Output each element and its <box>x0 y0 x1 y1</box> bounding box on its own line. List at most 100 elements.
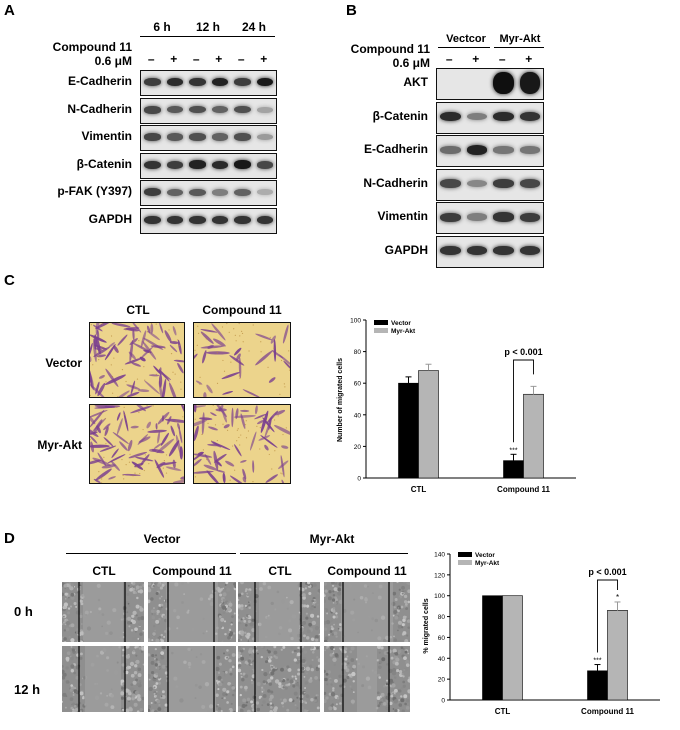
lane-sign: – <box>147 52 155 66</box>
bar <box>607 610 628 701</box>
blot-band <box>234 105 251 114</box>
protein-label: E-Cadherin <box>67 74 132 88</box>
blot-band <box>493 212 514 222</box>
bar <box>587 670 608 701</box>
y-tick-label: 60 <box>354 381 362 388</box>
timepoint-label: 24 h <box>241 20 266 34</box>
p-value-label: p < 0.001 <box>588 567 626 577</box>
protein-label: E-Cadherin <box>363 142 428 156</box>
blot-band <box>466 145 487 155</box>
legend-swatch <box>458 552 472 557</box>
legend-swatch <box>374 328 388 333</box>
y-tick-label: 140 <box>434 552 445 559</box>
wound-image <box>148 582 236 642</box>
blot-band <box>493 146 514 154</box>
blot-band <box>519 72 540 94</box>
blot-band <box>256 106 273 113</box>
lane-sign: – <box>498 52 506 66</box>
blot-band <box>256 160 273 169</box>
y-tick-label: 40 <box>354 412 362 419</box>
blot-band <box>440 179 461 188</box>
group-underline <box>240 553 408 554</box>
x-category-label: CTL <box>495 707 511 716</box>
bar <box>523 393 544 479</box>
column-label: Compound 11 <box>202 303 282 317</box>
protein-label: β-Catenin <box>372 108 428 123</box>
wound-image <box>62 582 144 642</box>
row-label: Vector <box>45 356 82 370</box>
timepoint-label: 6 h <box>153 20 171 34</box>
blot-band <box>189 105 206 114</box>
protein-label: GAPDH <box>384 242 428 257</box>
cell-stain <box>90 405 184 483</box>
blot-band <box>189 160 206 170</box>
lane-sign: + <box>215 52 223 66</box>
blot-band <box>256 189 273 196</box>
blot-band <box>166 133 183 141</box>
y-tick-label: 100 <box>350 318 361 325</box>
y-tick-label: 80 <box>354 349 362 356</box>
blot-band <box>234 160 251 170</box>
blot-strip <box>436 135 544 167</box>
column-label: Compound 11 <box>152 564 232 578</box>
blot-band <box>493 179 514 188</box>
bar <box>502 595 523 701</box>
wound-image <box>324 646 410 712</box>
blot-strip <box>436 68 544 100</box>
blot-band <box>234 77 251 87</box>
cell-texture <box>238 582 320 642</box>
blot-band <box>211 77 228 87</box>
column-label: CTL <box>126 303 150 317</box>
x-category-label: Compound 11 <box>497 485 550 494</box>
wound-image <box>238 582 320 642</box>
significance-star: * <box>616 593 619 602</box>
y-tick-label: 0 <box>357 476 361 483</box>
lane-sign: + <box>472 52 480 66</box>
cell-texture <box>324 646 410 712</box>
group-label-vector: Vectcor <box>446 33 486 45</box>
significance-bracket <box>513 359 534 443</box>
blot-band <box>519 245 540 256</box>
group-label-myr-akt: Myr-Akt <box>499 33 541 45</box>
legend-label: Myr-Akt <box>475 560 500 567</box>
blot-band <box>211 133 228 141</box>
blot-strip <box>140 97 277 124</box>
dose-label: 0.6 μM <box>94 54 132 68</box>
protein-label: AKT <box>403 75 428 89</box>
micrograph-vector-compound <box>193 322 291 398</box>
y-tick-label: 20 <box>438 677 446 684</box>
blot-band <box>144 77 161 87</box>
column-label: CTL <box>92 564 116 578</box>
significance-stars: *** <box>509 447 517 454</box>
blot-band <box>519 212 540 222</box>
blot-band <box>144 160 161 169</box>
blot-strip <box>436 168 544 201</box>
cell-texture <box>324 582 410 642</box>
blot-band <box>211 188 228 196</box>
protein-label: Vimentin <box>81 129 132 144</box>
row-label: 0 h <box>14 604 33 619</box>
micrograph-myr-akt-ctl <box>89 404 185 484</box>
bar-chart-wound: 0 20 40 60 80 100 120 140 CTL Compound 11 VectorMy… <box>423 552 660 716</box>
blot-band <box>440 146 461 154</box>
blot-band <box>211 105 228 114</box>
y-tick-label: 100 <box>434 593 445 600</box>
blot-band <box>144 133 161 142</box>
blot-band <box>189 77 206 87</box>
column-label: CTL <box>268 564 292 578</box>
panel-d-letter: D <box>4 530 15 547</box>
protein-label: N-Cadherin <box>363 175 428 190</box>
treatment-label: Compound 11 <box>350 42 430 56</box>
lane-sign: + <box>525 52 533 66</box>
blot-band <box>166 77 183 87</box>
cell-texture <box>238 646 320 712</box>
legend-label: Myr-Akt <box>391 328 416 335</box>
x-category-label: CTL <box>411 485 427 494</box>
blot-band <box>493 72 514 94</box>
bar <box>418 370 439 479</box>
blot-band <box>211 215 228 225</box>
blot-band <box>256 134 273 141</box>
blot-strip <box>436 101 544 134</box>
significance-bracket <box>597 579 618 653</box>
